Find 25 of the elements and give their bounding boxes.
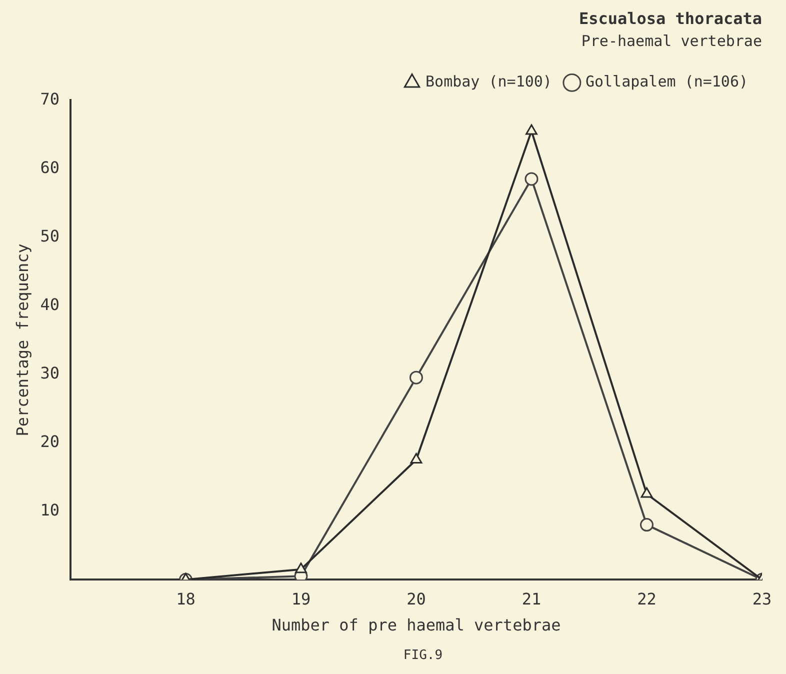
y-tick-label: 20	[40, 432, 60, 451]
x-axis-title: Number of pre haemal vertebrae	[272, 616, 561, 635]
chart-title: Escualosa thoracata	[578, 8, 762, 28]
x-tick-label: 22	[637, 589, 656, 608]
y-tick-label: 30	[40, 363, 60, 382]
point	[409, 370, 423, 384]
point	[640, 487, 653, 498]
x-tick-label: 20	[406, 589, 426, 608]
legend-label: Gollapalem (n=106)	[585, 72, 748, 91]
x-tick-label: 23	[752, 589, 772, 608]
point	[295, 562, 307, 574]
x-tick-label: 19	[291, 589, 311, 608]
y-tick-label: 70	[40, 89, 60, 108]
y-tick-label: 10	[40, 500, 60, 520]
x-tick-label: 21	[522, 589, 542, 608]
y-tick-label: 50	[40, 226, 60, 246]
point	[410, 453, 422, 464]
chart-subtitle: Pre-haemal vertebrae	[581, 32, 762, 50]
caption: FIG.9	[402, 648, 444, 663]
legend-label: Bombay (n=100)	[426, 72, 552, 91]
y-tick-label: 40	[40, 294, 60, 314]
y-axis-title: Percentage frequency	[12, 243, 32, 436]
y-tick-label: 60	[40, 158, 60, 177]
x-tick-label: 18	[176, 589, 196, 608]
point	[524, 172, 538, 186]
